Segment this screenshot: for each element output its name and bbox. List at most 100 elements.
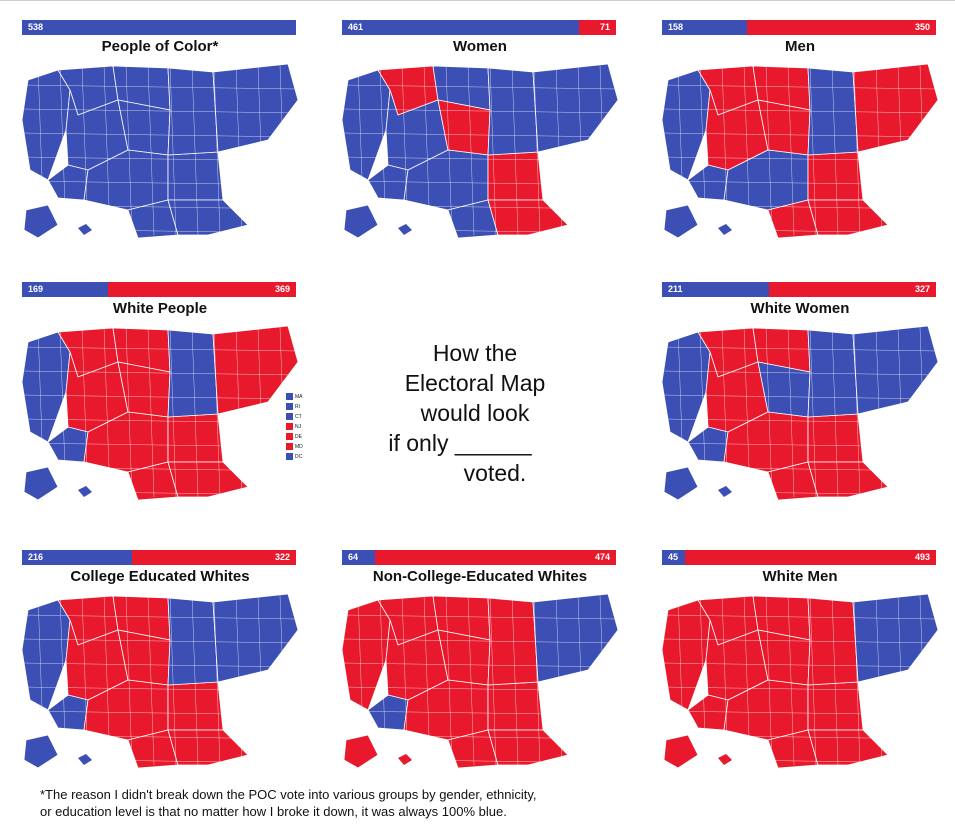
state-border-line [21, 614, 299, 620]
vote-bar: 158 350 [662, 20, 936, 35]
map-region [367, 164, 409, 201]
state-border-line [661, 442, 939, 448]
caption-line-1: How the [432, 340, 518, 366]
state-border-line [341, 710, 619, 716]
state-border-line [59, 326, 67, 498]
state-border-line [853, 326, 861, 498]
vote-bar: 461 71 [342, 20, 616, 35]
top-border [0, 0, 955, 1]
legend-label: NJ [295, 423, 302, 430]
state-border-line [21, 662, 299, 668]
state-border-line [599, 594, 607, 766]
footnote: *The reason I didn't break down the POC … [40, 786, 660, 820]
legend-label: MD [295, 443, 303, 450]
legend-swatch [286, 423, 293, 430]
panel-title: White People [112, 300, 208, 317]
map-region [807, 729, 889, 766]
panel-title: White Men [762, 568, 838, 585]
state-border-line [721, 326, 729, 498]
state-border-line [21, 204, 299, 210]
hawaii-region [718, 224, 732, 235]
state-border-line [721, 64, 729, 236]
blue-count: 64 [348, 552, 359, 562]
state-border-line [661, 108, 939, 114]
alaska-region [343, 734, 379, 769]
state-border-line [555, 594, 563, 766]
legend-swatch [286, 453, 293, 460]
map-region [21, 599, 71, 711]
alaska-region [663, 734, 699, 769]
vote-bar-red: 493 [684, 550, 936, 565]
panel-title: Women [453, 38, 507, 55]
legend-swatch [286, 393, 293, 400]
state-border-line [831, 64, 839, 236]
state-border-line [21, 758, 299, 764]
state-border-line [21, 108, 299, 114]
state-border-line [661, 466, 939, 472]
vote-bar-red: 322 [132, 550, 296, 565]
state-border-line [21, 490, 299, 496]
state-border-line [401, 594, 409, 766]
state-border-line [919, 64, 927, 236]
center-caption: How the Electoral Map would look if only… [370, 338, 580, 488]
legend-item: CT [286, 412, 310, 421]
state-border-line [875, 326, 883, 498]
state-border-line [341, 758, 619, 764]
state-border-line [661, 84, 939, 90]
red-count: 474 [594, 552, 610, 562]
red-count: 493 [914, 552, 930, 562]
alaska-region [663, 204, 699, 239]
us-electoral-map [661, 63, 939, 239]
state-border-line [21, 638, 299, 644]
vote-bar: 169 369 [22, 282, 296, 297]
vote-bar: 538 [22, 20, 296, 35]
panel-white-men: 45 493 White Men [650, 530, 950, 780]
state-border-line [853, 594, 861, 766]
panel-title: People of Color* [101, 38, 219, 55]
us-electoral-map [21, 325, 299, 501]
map-region [687, 164, 729, 201]
state-border-line [257, 64, 265, 236]
caption-line-4: if only ______ [388, 430, 532, 456]
vote-bar-blue: 461 [342, 20, 580, 35]
state-border-line [103, 594, 111, 766]
map-region [341, 69, 391, 181]
panel-non-college-educated-whites: 64 474 Non-College-Educated Whites [330, 530, 630, 780]
state-border-line [661, 132, 939, 138]
state-border-line [279, 64, 287, 236]
caption-line-5: voted. [463, 460, 527, 486]
vote-bar-blue: 211 [662, 282, 770, 297]
state-border-line [21, 418, 299, 424]
map-region [212, 593, 299, 683]
state-border-line [661, 734, 939, 740]
state-border-line [279, 326, 287, 498]
map-region [212, 325, 299, 415]
state-border-line [743, 64, 751, 236]
state-border-line [599, 64, 607, 236]
state-border-line [661, 638, 939, 644]
state-border-line [21, 686, 299, 692]
state-border-line [21, 734, 299, 740]
state-border-line [831, 594, 839, 766]
red-count: 350 [914, 22, 930, 32]
state-border-line [59, 594, 67, 766]
state-border-line [423, 64, 431, 236]
state-border-line [379, 594, 387, 766]
state-border-line [743, 594, 751, 766]
state-border-line [897, 64, 905, 236]
map-region [21, 69, 71, 181]
state-border-line [919, 326, 927, 498]
state-border-line [661, 204, 939, 210]
state-border-line [661, 686, 939, 692]
footnote-line-2: or education level is that no matter how… [40, 804, 507, 819]
state-border-line [213, 326, 221, 498]
blue-count: 216 [28, 552, 44, 562]
state-border-line [21, 84, 299, 90]
state-border-line [21, 466, 299, 472]
panel-men: 158 350 Men [650, 0, 950, 250]
state-border-line [81, 64, 89, 236]
map-region [367, 694, 409, 731]
red-count: 369 [274, 284, 290, 294]
state-border-line [379, 64, 387, 236]
legend-swatch [286, 433, 293, 440]
